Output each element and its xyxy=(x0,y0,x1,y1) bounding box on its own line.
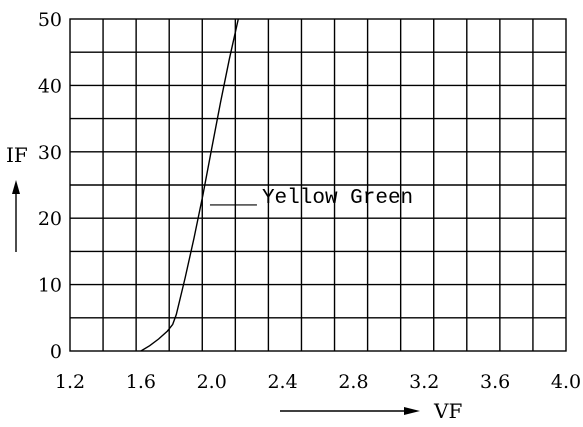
x-tick-label: 1.2 xyxy=(55,371,85,393)
x-axis-label: VF xyxy=(433,399,462,423)
y-tick-label: 0 xyxy=(50,341,62,363)
x-axis-arrow xyxy=(280,407,420,415)
x-tick-label: 2.0 xyxy=(197,371,227,393)
x-tick-label: 3.6 xyxy=(480,371,510,393)
x-tick-label: 4.0 xyxy=(551,371,581,393)
y-tick-labels: 0 10 20 30 40 50 xyxy=(38,9,62,363)
grid xyxy=(70,19,566,351)
x-tick-label: 2.4 xyxy=(267,371,297,393)
y-axis-label: IF xyxy=(6,143,28,167)
y-tick-label: 10 xyxy=(38,275,62,297)
y-tick-label: 30 xyxy=(38,142,62,164)
series-line-yellow-green xyxy=(140,18,239,352)
y-tick-label: 40 xyxy=(38,75,62,97)
y-tick-label: 50 xyxy=(38,9,62,31)
x-tick-label: 3.2 xyxy=(409,371,439,393)
plot-frame xyxy=(69,18,567,352)
x-tick-labels: 1.2 1.6 2.0 2.4 2.8 3.2 3.6 4.0 xyxy=(55,371,581,393)
y-axis-arrow xyxy=(12,180,20,252)
y-tick-label: 20 xyxy=(38,208,62,230)
x-tick-label: 2.8 xyxy=(338,371,368,393)
series-annotation-label: Yellow Green xyxy=(262,187,413,210)
x-tick-label: 1.6 xyxy=(126,371,156,393)
